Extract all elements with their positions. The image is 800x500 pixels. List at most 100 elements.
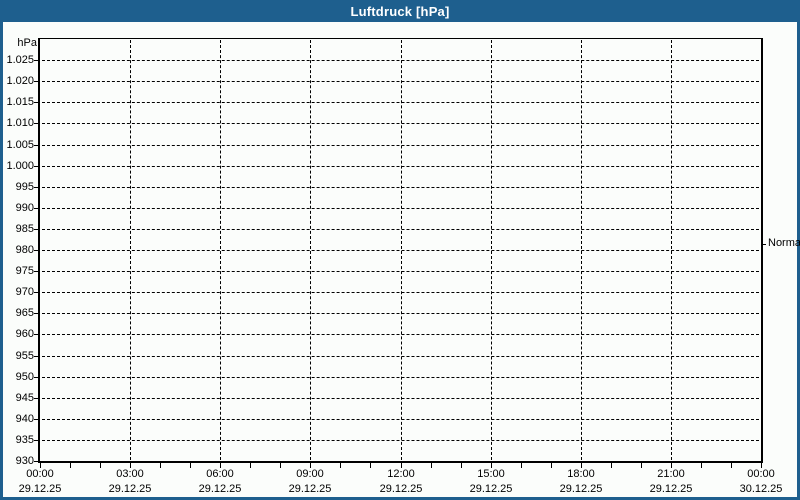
x-axis-tick [70, 463, 71, 468]
x-grid-line [401, 40, 402, 460]
y-axis-tick [34, 60, 39, 61]
x-axis-tick [761, 463, 762, 468]
y-axis-tick [34, 419, 39, 420]
x-axis-tick [401, 463, 402, 468]
x-tick-time-label: 18:00 [567, 468, 595, 480]
plot-area [38, 38, 763, 463]
y-tick-label: 960 [15, 328, 34, 340]
y-axis-tick [34, 334, 39, 335]
y-tick-label: 1.025 [6, 54, 34, 66]
y-grid-line [42, 271, 759, 272]
y-axis-tick [34, 81, 39, 82]
y-grid-line [42, 334, 759, 335]
y-tick-label: 935 [15, 434, 34, 446]
x-axis-tick [671, 463, 672, 468]
x-axis-tick [40, 463, 41, 468]
y-tick-label: 1.010 [6, 117, 34, 129]
y-tick-label: 980 [15, 244, 34, 256]
x-tick-date-label: 29.12.25 [649, 483, 693, 495]
y-axis-unit-label: hPa [17, 37, 37, 49]
y-axis-tick [34, 440, 39, 441]
y-axis-tick [34, 461, 39, 462]
y-tick-label: 945 [15, 392, 34, 404]
x-axis-tick [701, 463, 702, 468]
x-axis-tick [190, 463, 191, 468]
x-tick-time-label: 06:00 [206, 468, 234, 480]
x-tick-date-label: 29.12.25 [108, 483, 152, 495]
x-tick-time-label: 00:00 [747, 468, 775, 480]
x-axis-tick [521, 463, 522, 468]
y-tick-label: 990 [15, 202, 34, 214]
y-axis-tick [34, 123, 39, 124]
y-tick-label: 955 [15, 350, 34, 362]
y-tick-label: 950 [15, 371, 34, 383]
y-axis-tick [34, 250, 39, 251]
x-tick-time-label: 00:00 [26, 468, 54, 480]
y-tick-label: 975 [15, 265, 34, 277]
y-grid-line [42, 102, 759, 103]
x-grid-line [671, 40, 672, 460]
y-grid-line [42, 313, 759, 314]
x-tick-date-label: 29.12.25 [288, 483, 332, 495]
y-tick-label: 985 [15, 223, 34, 235]
x-axis-tick [250, 463, 251, 468]
y-axis-tick [34, 356, 39, 357]
y-grid-line [42, 145, 759, 146]
x-grid-line [491, 40, 492, 460]
y-grid-line [42, 187, 759, 188]
y-axis-tick [34, 187, 39, 188]
x-axis-tick [461, 463, 462, 468]
y-axis-tick [34, 271, 39, 272]
y-axis-tick [34, 398, 39, 399]
y-tick-label: 1.020 [6, 75, 34, 87]
x-axis-tick [280, 463, 281, 468]
x-axis-tick [310, 463, 311, 468]
x-tick-time-label: 21:00 [657, 468, 685, 480]
y-grid-line [42, 377, 759, 378]
y-axis-tick [34, 102, 39, 103]
y-tick-label: 940 [15, 413, 34, 425]
x-axis-tick [340, 463, 341, 468]
y-grid-line [42, 166, 759, 167]
y-grid-line [42, 356, 759, 357]
y-grid-line [42, 398, 759, 399]
normal-annotation-label: Normal [768, 237, 800, 249]
y-axis-tick [34, 145, 39, 146]
x-tick-date-label: 29.12.25 [18, 483, 62, 495]
y-tick-label: 1.015 [6, 96, 34, 108]
x-axis-tick [581, 463, 582, 468]
y-axis-tick [34, 292, 39, 293]
y-axis-tick [34, 208, 39, 209]
chart-content: hPa 1.025 1.020 1.015 1.010 1.005 1.000 995 990… [3, 22, 800, 497]
title-bar: Luftdruck [hPa] [0, 0, 800, 22]
y-tick-label: 970 [15, 286, 34, 298]
y-grid-line [42, 81, 759, 82]
y-tick-label: 1.000 [6, 160, 34, 172]
y-grid-line [42, 60, 759, 61]
x-tick-time-label: 15:00 [477, 468, 505, 480]
y-grid-line [42, 440, 759, 441]
x-axis-tick [160, 463, 161, 468]
y-grid-line [42, 250, 759, 251]
chart-title: Luftdruck [hPa] [350, 3, 450, 19]
x-tick-date-label: 29.12.25 [379, 483, 423, 495]
x-axis-tick [431, 463, 432, 468]
y-axis-tick [34, 166, 39, 167]
x-axis-tick [130, 463, 131, 468]
x-axis-tick [551, 463, 552, 468]
x-tick-time-label: 12:00 [387, 468, 415, 480]
y-tick-label: 1.005 [6, 139, 34, 151]
y-grid-line [42, 292, 759, 293]
x-tick-date-label: 29.12.25 [469, 483, 513, 495]
x-axis-tick [220, 463, 221, 468]
y-axis-tick [34, 229, 39, 230]
x-grid-line [581, 40, 582, 460]
x-tick-time-label: 03:00 [116, 468, 144, 480]
x-tick-date-label: 29.12.25 [198, 483, 242, 495]
y-grid-line [42, 229, 759, 230]
y-tick-label: 930 [15, 455, 34, 467]
x-axis-tick [370, 463, 371, 468]
x-axis-tick [491, 463, 492, 468]
y-tick-label: 965 [15, 307, 34, 319]
